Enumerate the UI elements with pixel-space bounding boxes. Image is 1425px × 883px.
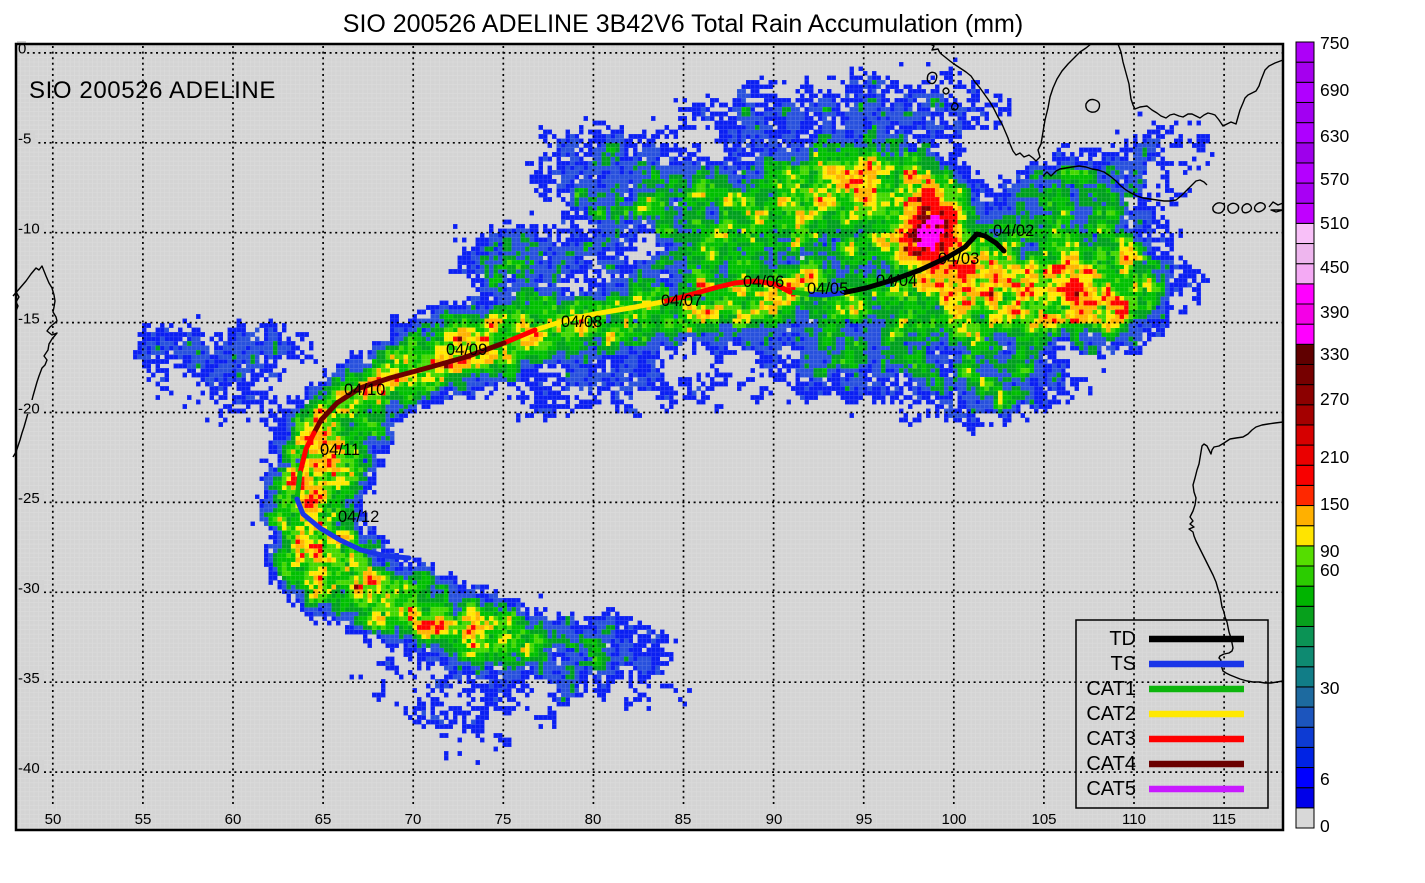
svg-text:CAT2: CAT2: [1086, 703, 1136, 725]
svg-text:04/03: 04/03: [938, 250, 979, 268]
svg-text:115: 115: [1212, 811, 1236, 828]
svg-text:-15: -15: [18, 310, 40, 327]
svg-text:70: 70: [405, 811, 422, 828]
svg-text:0: 0: [18, 41, 26, 58]
svg-text:510: 510: [1320, 213, 1349, 233]
svg-text:04/02: 04/02: [993, 222, 1034, 240]
svg-text:0: 0: [1320, 816, 1330, 836]
svg-text:6: 6: [1320, 769, 1330, 789]
svg-text:60: 60: [225, 811, 242, 828]
svg-text:60: 60: [1320, 560, 1340, 580]
svg-text:75: 75: [495, 811, 512, 828]
svg-text:270: 270: [1320, 389, 1349, 409]
svg-text:570: 570: [1320, 169, 1349, 189]
svg-text:-25: -25: [18, 490, 40, 507]
svg-text:04/06: 04/06: [743, 273, 784, 291]
svg-text:-35: -35: [18, 670, 40, 687]
svg-text:-20: -20: [18, 400, 40, 417]
svg-text:04/11: 04/11: [320, 441, 360, 459]
svg-text:55: 55: [135, 811, 152, 828]
svg-text:04/08: 04/08: [561, 313, 602, 331]
svg-text:110: 110: [1122, 811, 1146, 828]
svg-text:690: 690: [1320, 80, 1349, 100]
svg-text:30: 30: [1320, 678, 1340, 698]
svg-text:390: 390: [1320, 302, 1349, 322]
svg-text:TS: TS: [1110, 653, 1136, 675]
svg-text:90: 90: [1320, 541, 1340, 561]
svg-text:SIO 200526 ADELINE 3B42V6 Tota: SIO 200526 ADELINE 3B42V6 Total Rain Acc…: [343, 10, 1023, 38]
svg-text:-10: -10: [18, 221, 40, 238]
svg-text:90: 90: [766, 811, 783, 828]
svg-text:210: 210: [1320, 447, 1349, 467]
svg-text:50: 50: [45, 811, 62, 828]
svg-text:TD: TD: [1109, 628, 1136, 650]
svg-text:100: 100: [941, 811, 966, 828]
svg-text:CAT1: CAT1: [1086, 678, 1136, 700]
svg-text:SIO 200526 ADELINE: SIO 200526 ADELINE: [29, 77, 276, 104]
svg-text:04/07: 04/07: [661, 292, 702, 310]
svg-text:95: 95: [856, 811, 873, 828]
svg-text:330: 330: [1320, 344, 1349, 364]
svg-text:04/04: 04/04: [876, 272, 917, 290]
svg-text:-40: -40: [18, 760, 40, 777]
svg-text:04/09: 04/09: [446, 341, 487, 359]
svg-text:04/12: 04/12: [338, 508, 379, 526]
svg-text:CAT3: CAT3: [1086, 728, 1136, 750]
svg-text:750: 750: [1320, 33, 1349, 53]
svg-text:85: 85: [675, 811, 692, 828]
svg-text:04/05: 04/05: [807, 280, 848, 298]
svg-text:CAT4: CAT4: [1086, 753, 1136, 775]
svg-text:450: 450: [1320, 257, 1349, 277]
svg-text:04/10: 04/10: [344, 381, 385, 399]
svg-text:150: 150: [1320, 494, 1349, 514]
svg-text:80: 80: [585, 811, 602, 828]
svg-text:-5: -5: [18, 131, 31, 148]
svg-text:630: 630: [1320, 126, 1349, 146]
svg-text:CAT5: CAT5: [1086, 778, 1136, 800]
svg-text:105: 105: [1031, 811, 1056, 828]
svg-text:65: 65: [315, 811, 332, 828]
svg-text:-30: -30: [18, 580, 40, 597]
